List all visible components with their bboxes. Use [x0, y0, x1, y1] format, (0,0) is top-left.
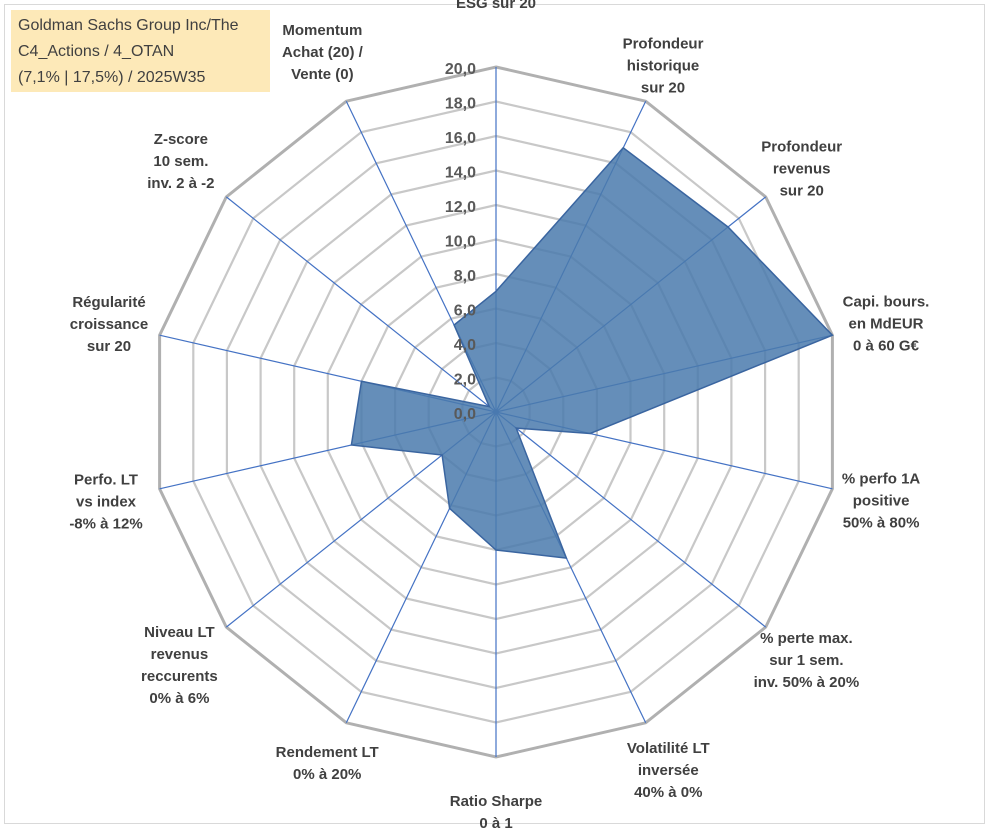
radar-tick-label: 0,0 — [454, 406, 476, 423]
radar-series-area — [350, 146, 834, 559]
radar-tick-label: 10,0 — [445, 234, 476, 251]
radar-axis-label: Ratio Sharpe 0 à 1 — [450, 793, 543, 829]
radar-axis-label: % perfo 1A positive 50% à 80% — [842, 470, 921, 531]
radar-tick-label: 6,0 — [454, 303, 476, 320]
radar-tick-label: 8,0 — [454, 268, 476, 285]
radar-tick-label: 14,0 — [445, 165, 476, 182]
radar-tick-label: 18,0 — [445, 96, 476, 113]
radar-axis-label: Momentum Achat (20) / Vente (0) — [282, 22, 364, 83]
radar-axis-label: Profondeur revenus sur 20 — [761, 139, 842, 200]
radar-tick-label: 12,0 — [445, 199, 476, 216]
radar-tick-label: 4,0 — [454, 337, 476, 354]
radar-axis-label: Régularité croissance sur 20 — [70, 294, 148, 355]
radar-axis-label: Rendement LT 0% à 20% — [276, 744, 379, 783]
radar-axis-label: Z-score 10 sem. inv. 2 à -2 — [147, 131, 214, 192]
radar-tick-label: 16,0 — [445, 130, 476, 147]
info-company: Goldman Sachs Group Inc/The — [18, 17, 239, 34]
radar-axis-label: Profondeur historique sur 20 — [623, 36, 704, 97]
radar-tick-label: 20,0 — [445, 61, 476, 78]
radar-axis-label: NoteESG sur 20 — [456, 0, 536, 12]
radar-axis-label: Perfo. LT vs index -8% à 12% — [69, 472, 142, 533]
radar-spoke — [495, 411, 767, 628]
radar-tick-labels: 0,0 2,0 4,0 6,0 8,0 10,0 12,0 14,0 16,0 18,0 20,0 — [445, 61, 476, 423]
radar-spoke — [225, 196, 497, 413]
info-box: Goldman Sachs Group Inc/The C4_Actions /… — [11, 10, 270, 92]
radar-tick-label: 2,0 — [454, 372, 476, 389]
radar-series — [350, 146, 834, 559]
radar-axis-label: Volatilité LT inversée 40% à 0% — [627, 740, 710, 801]
radar-axis-label: Capi. bours. en MdEUR 0 à 60 G€ — [843, 294, 930, 355]
radar-axis-label: Niveau LT revenus reccurents 0% à 6% — [141, 624, 218, 707]
info-stats: (7,1% | 17,5%) / 2025W35 — [18, 69, 206, 86]
info-category: C4_Actions / 4_OTAN — [18, 43, 175, 60]
radar-axis-label: % perte max. sur 1 sem. inv. 50% à 20% — [754, 630, 860, 691]
